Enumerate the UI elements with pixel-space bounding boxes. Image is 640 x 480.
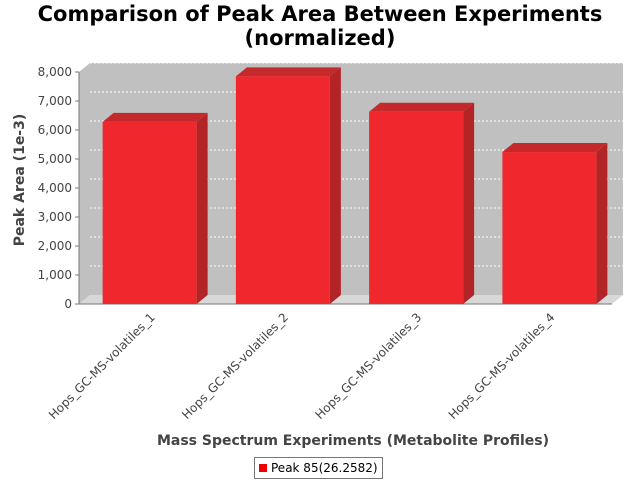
y-tick-label: 6,000 — [38, 123, 72, 137]
chart-title-line-2: (normalized) — [244, 26, 396, 50]
bar-side — [196, 112, 208, 304]
bar-side — [596, 143, 608, 304]
bar-top — [502, 143, 608, 153]
y-tick-label: 3,000 — [38, 210, 72, 224]
legend: Peak 85(26.2582) — [254, 457, 383, 479]
x-tick-label: Hops_GC-MS-volatiles_1 — [46, 310, 158, 422]
bar — [235, 76, 330, 304]
plot-background — [79, 63, 623, 304]
legend-swatch — [259, 464, 267, 472]
chart-title-line-1: Comparison of Peak Area Between Experime… — [37, 2, 603, 26]
x-tick-label: Hops_GC-MS-volatiles_2 — [179, 310, 291, 422]
bar — [102, 121, 197, 304]
x-axis-label: Mass Spectrum Experiments (Metabolite Pr… — [157, 433, 549, 449]
bar — [369, 111, 464, 304]
y-axis-label: Peak Area (1e-3) — [12, 114, 28, 247]
y-tick-label: 5,000 — [38, 152, 72, 166]
bar-side — [463, 102, 475, 304]
chart-title: Comparison of Peak Area Between Experime… — [0, 2, 640, 50]
bar-top — [369, 102, 475, 112]
y-tick-label: 8,000 — [38, 65, 72, 79]
y-tick-label: 7,000 — [38, 94, 72, 108]
y-tick-label: 1,000 — [38, 268, 72, 282]
x-tick-label: Hops_GC-MS-volatiles_3 — [313, 310, 425, 422]
x-tick-label: Hops_GC-MS-volatiles_4 — [446, 310, 558, 422]
bar-top — [235, 67, 341, 77]
bar-top — [102, 112, 208, 122]
y-tick-label: 4,000 — [38, 181, 72, 195]
bar-side — [329, 67, 341, 304]
y-tick-label: 0 — [64, 297, 72, 311]
bar — [502, 152, 597, 304]
plot-floor — [79, 295, 623, 304]
legend-label: Peak 85(26.2582) — [271, 461, 378, 475]
y-tick-label: 2,000 — [38, 239, 72, 253]
